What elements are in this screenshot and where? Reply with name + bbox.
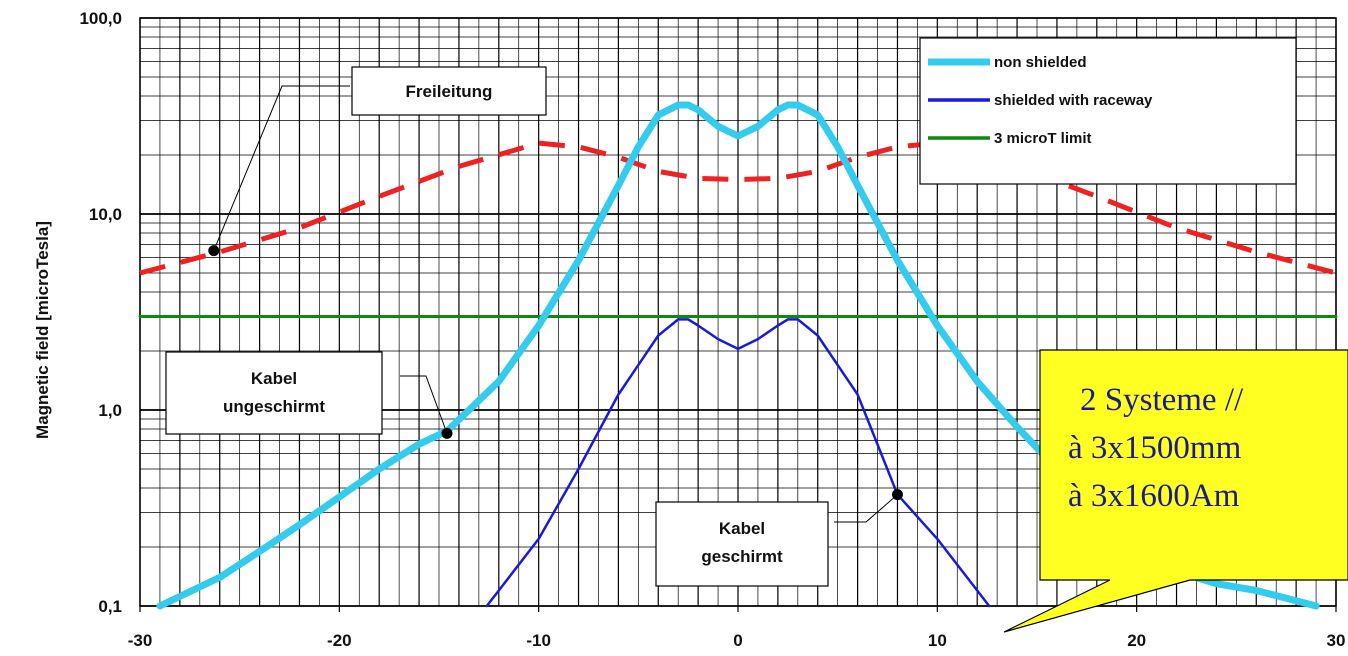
kabel-geschirmt-label-line: geschirmt [701, 547, 783, 566]
y-tick-label: 100,0 [79, 9, 122, 28]
freileitung-leader-line [213, 85, 350, 251]
y-tick-label: 10,0 [89, 205, 122, 224]
series-line-overhead-line [139, 140, 1337, 276]
x-tick-label: 0 [733, 631, 742, 650]
y-tick-label: 1,0 [98, 401, 122, 420]
kabel-ungeschirmt-marker [441, 427, 453, 439]
callout-text-line: à 3x1500mm [1068, 430, 1242, 466]
x-tick-label: 20 [1127, 631, 1146, 650]
x-tick-label: 10 [928, 631, 947, 650]
x-tick-labels: -30 -20 -10 0 10 20 30 [128, 606, 1346, 650]
kabel-ungeschirmt-label-line: Kabel [251, 369, 297, 388]
kabel-ungeschirmt-label-line: ungeschirmt [223, 397, 325, 416]
x-tick-label: 30 [1327, 631, 1346, 650]
callout-box: 2 Systeme // à 3x1500mm à 3x1600Am [1003, 349, 1348, 633]
freileitung-label: Freileitung [406, 82, 493, 101]
kabel-geschirmt-label-box [655, 501, 829, 587]
kabel-ungeschirmt-leader-line [400, 375, 448, 434]
callout-text-line: 2 Systeme // [1080, 382, 1244, 418]
legend-entry: shielded with raceway [994, 92, 1153, 109]
legend: non shielded shielded with raceway 3 micro… [919, 37, 1297, 185]
kabel-geschirmt-leader-line [834, 494, 898, 523]
kabel-ungeschirmt-label-box [165, 351, 383, 435]
y-tick-labels: 0,1 1,0 10,0 100,0 [79, 9, 122, 616]
callout-text-line: à 3x1600Am [1068, 478, 1240, 514]
legend-entry: 3 microT limit [994, 130, 1092, 147]
x-tick-label: -10 [526, 631, 551, 650]
annotations: Freileitung Kabel ungeschirmt Kabel geschirm… [165, 66, 903, 587]
kabel-geschirmt-label-line: Kabel [719, 519, 765, 538]
x-tick-label: -20 [327, 631, 352, 650]
kabel-geschirmt-marker [891, 489, 903, 501]
series-line-shielded-with-raceway [485, 318, 991, 608]
x-tick-label: -30 [128, 631, 153, 650]
y-axis-label: Magnetic field [microTesla] [33, 221, 52, 439]
y-tick-label: 0,1 [98, 597, 122, 616]
freileitung-label-box [351, 66, 547, 116]
legend-entry: non shielded [994, 54, 1087, 71]
callout-shape [1003, 349, 1348, 633]
freileitung-marker [208, 245, 220, 257]
